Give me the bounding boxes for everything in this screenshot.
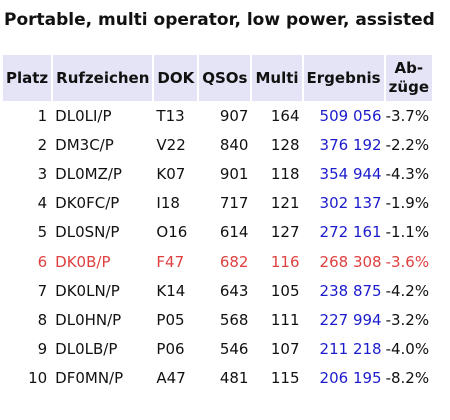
table-row: 5 DL0SN/P O16 614 127 272 161 -1.1% — [3, 218, 432, 247]
table-row: 2 DM3C/P V22 840 128 376 192 -2.2% — [3, 130, 432, 159]
cell-rufzeichen: DF0MN/P — [55, 369, 124, 388]
cell-rufzeichen: DL0LB/P — [55, 340, 118, 359]
cell-multi: 105 — [270, 281, 300, 300]
cell-qsos: 546 — [219, 340, 249, 359]
cell-rufzeichen: DL0MZ/P — [55, 164, 122, 183]
cell-qsos: 907 — [219, 106, 249, 125]
cell-rufzeichen: DK0FC/P — [55, 194, 120, 213]
header-abzuege-line1: Ab- — [394, 59, 424, 77]
cell-abzuege: -3.7% — [385, 106, 430, 125]
cell-abzuege: -1.1% — [385, 223, 430, 242]
cell-platz: 8 — [37, 310, 48, 329]
cell-platz: 5 — [37, 223, 48, 242]
cell-abzuege: -8.2% — [385, 369, 430, 388]
cell-ergebnis[interactable]: 376 192 — [319, 135, 382, 154]
cell-multi: 127 — [270, 223, 300, 242]
cell-abzuege: -3.2% — [385, 310, 430, 329]
header-abzuege-line2: züge — [388, 78, 429, 96]
header-multi: Multi — [251, 55, 304, 101]
cell-dok: A47 — [156, 369, 186, 388]
cell-ergebnis[interactable]: 268 308 — [319, 252, 382, 271]
cell-platz: 9 — [37, 340, 48, 359]
results-table: Platz Rufzeichen DOK QSOs Multi Ergebnis… — [3, 55, 433, 393]
cell-qsos: 682 — [219, 252, 249, 271]
cell-qsos: 568 — [219, 310, 249, 329]
cell-ergebnis[interactable]: 227 994 — [319, 310, 382, 329]
cell-rufzeichen: DK0LN/P — [55, 281, 120, 300]
cell-platz: 10 — [28, 369, 48, 388]
table-header-row: Platz Rufzeichen DOK QSOs Multi Ergebnis… — [3, 55, 433, 101]
cell-multi: 107 — [270, 340, 300, 359]
cell-platz: 2 — [37, 135, 48, 154]
cell-qsos: 614 — [219, 223, 249, 242]
cell-abzuege: -4.3% — [385, 164, 430, 183]
table-body: 1 DL0LI/P T13 907 164 509 056 -3.7% 2 DM3C/P V22 8… — [3, 101, 432, 393]
page-title: Portable, multi operator, low power, ass… — [4, 10, 435, 30]
table-row: 4 DK0FC/P I18 717 121 302 137 -1.9% — [3, 189, 432, 218]
cell-ergebnis[interactable]: 211 218 — [319, 340, 382, 359]
cell-multi: 128 — [270, 135, 300, 154]
cell-qsos: 717 — [219, 194, 249, 213]
cell-multi: 116 — [270, 252, 300, 271]
cell-rufzeichen: DL0SN/P — [55, 223, 120, 242]
cell-dok: K14 — [156, 281, 186, 300]
header-dok: DOK — [153, 55, 200, 101]
cell-rufzeichen: DK0B/P — [55, 252, 111, 271]
table-row: 6 DK0B/P F47 682 116 268 308 -3.6% — [3, 247, 432, 276]
cell-platz: 7 — [37, 281, 48, 300]
cell-ergebnis[interactable]: 509 056 — [319, 106, 382, 125]
cell-dok: I18 — [156, 194, 180, 213]
header-abzuege: Ab- züge — [384, 55, 433, 101]
header-ergebnis: Ergebnis — [302, 55, 386, 101]
cell-ergebnis[interactable]: 206 195 — [319, 369, 382, 388]
table-row: 9 DL0LB/P P06 546 107 211 218 -4.0% — [3, 335, 432, 364]
cell-platz: 3 — [37, 164, 48, 183]
cell-multi: 121 — [270, 194, 300, 213]
header-platz: Platz — [3, 55, 54, 101]
cell-multi: 118 — [270, 164, 300, 183]
cell-rufzeichen: DL0LI/P — [55, 106, 112, 125]
cell-dok: K07 — [156, 164, 186, 183]
cell-abzuege: -3.6% — [385, 252, 430, 271]
cell-dok: O16 — [156, 223, 188, 242]
cell-multi: 164 — [270, 106, 300, 125]
cell-multi: 111 — [270, 310, 300, 329]
cell-ergebnis[interactable]: 272 161 — [319, 223, 382, 242]
table-row: 1 DL0LI/P T13 907 164 509 056 -3.7% — [3, 101, 432, 130]
cell-platz: 4 — [37, 194, 48, 213]
cell-qsos: 840 — [219, 135, 249, 154]
header-rufzeichen: Rufzeichen — [52, 55, 155, 101]
cell-platz: 6 — [37, 252, 48, 271]
cell-dok: P06 — [156, 340, 185, 359]
table-row: 10 DF0MN/P A47 481 115 206 195 -8.2% — [3, 364, 432, 393]
table-row: 3 DL0MZ/P K07 901 118 354 944 -4.3% — [3, 159, 432, 188]
cell-rufzeichen: DM3C/P — [55, 135, 114, 154]
cell-abzuege: -1.9% — [385, 194, 430, 213]
cell-platz: 1 — [37, 106, 48, 125]
cell-qsos: 901 — [219, 164, 249, 183]
cell-ergebnis[interactable]: 354 944 — [319, 164, 382, 183]
table-row: 8 DL0HN/P P05 568 111 227 994 -3.2% — [3, 305, 432, 334]
cell-abzuege: -2.2% — [385, 135, 430, 154]
cell-multi: 115 — [270, 369, 300, 388]
cell-dok: P05 — [156, 310, 185, 329]
cell-rufzeichen: DL0HN/P — [55, 310, 122, 329]
cell-qsos: 481 — [219, 369, 249, 388]
cell-dok: F47 — [156, 252, 185, 271]
table-row: 7 DK0LN/P K14 643 105 238 875 -4.2% — [3, 276, 432, 305]
cell-dok: V22 — [156, 135, 186, 154]
cell-abzuege: -4.2% — [385, 281, 430, 300]
cell-ergebnis[interactable]: 238 875 — [319, 281, 382, 300]
cell-dok: T13 — [156, 106, 185, 125]
header-qsos: QSOs — [198, 55, 253, 101]
cell-ergebnis[interactable]: 302 137 — [319, 194, 382, 213]
cell-qsos: 643 — [219, 281, 249, 300]
cell-abzuege: -4.0% — [385, 340, 430, 359]
